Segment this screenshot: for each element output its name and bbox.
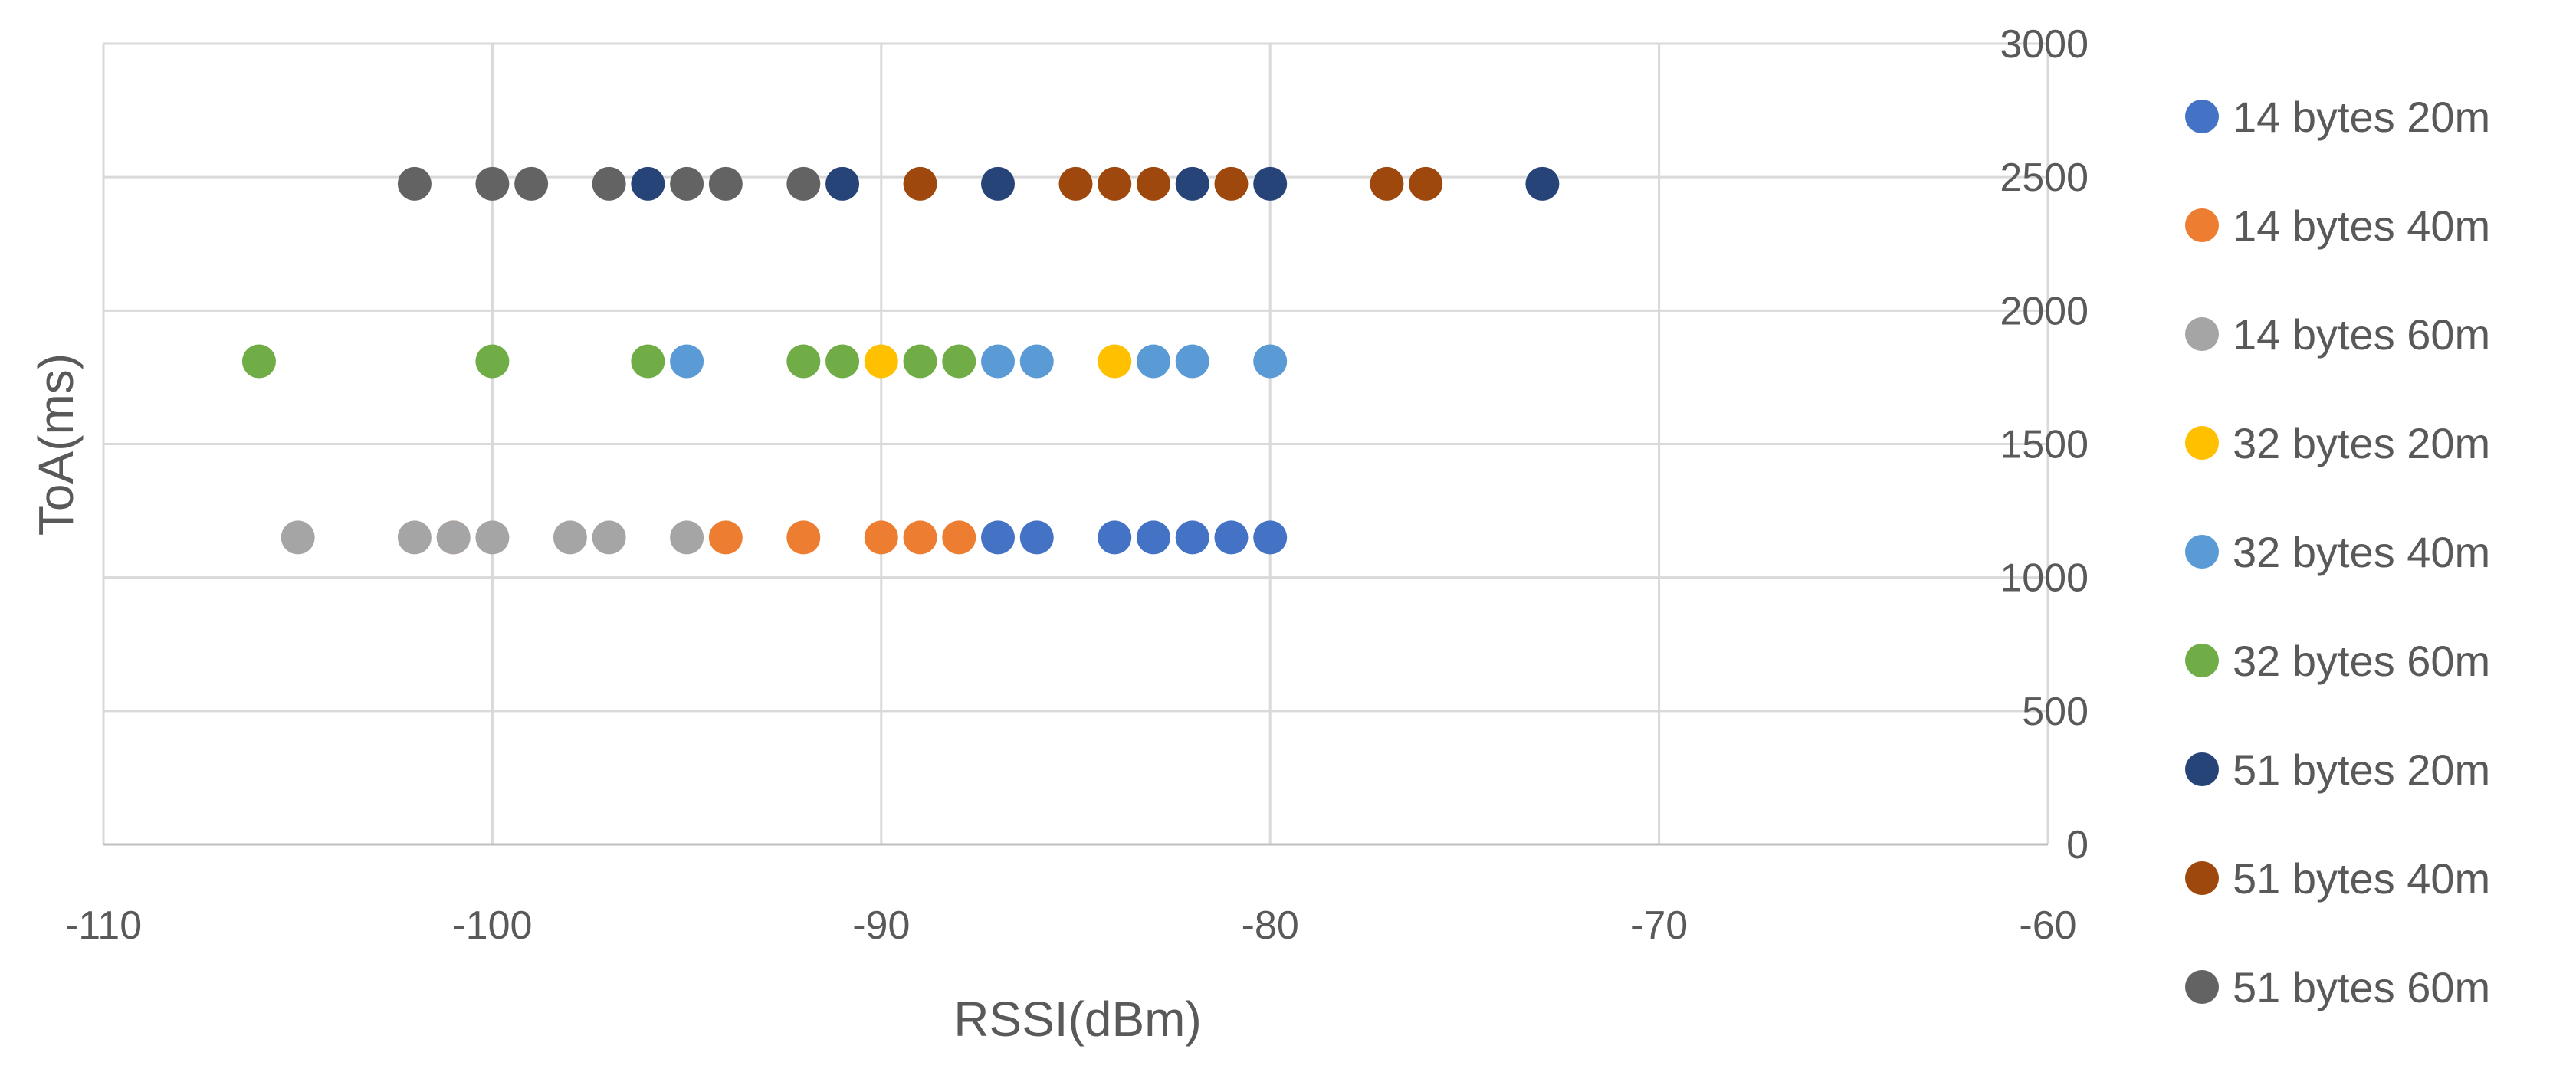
legend-marker — [2185, 752, 2219, 786]
data-point — [903, 344, 937, 379]
x-axis-title: RSSI(dBm) — [953, 992, 1202, 1047]
legend-marker — [2185, 100, 2219, 133]
data-point — [1019, 520, 1054, 555]
legend-marker — [2185, 208, 2219, 242]
data-point — [241, 344, 276, 379]
legend-marker — [2185, 861, 2219, 895]
x-tick-label: -110 — [65, 903, 142, 948]
data-point — [281, 520, 315, 555]
y-tick-label: 2000 — [2000, 289, 2089, 333]
data-point — [670, 344, 704, 379]
y-tick-label: 0 — [2066, 823, 2089, 867]
data-point — [825, 344, 860, 379]
data-point — [670, 520, 704, 555]
data-point — [475, 520, 510, 555]
legend-label: 51 bytes 40m — [2233, 854, 2490, 903]
data-point — [1370, 166, 1404, 201]
data-point — [825, 166, 860, 201]
legend-label: 32 bytes 60m — [2233, 637, 2490, 685]
data-point — [1409, 166, 1443, 201]
data-point — [592, 166, 626, 201]
legend-marker — [2185, 317, 2219, 351]
legend-label: 32 bytes 20m — [2233, 419, 2490, 467]
data-point — [1525, 166, 1560, 201]
data-point — [942, 344, 976, 379]
data-point — [631, 166, 665, 201]
y-tick-label: 500 — [2022, 690, 2089, 734]
data-point — [1214, 166, 1249, 201]
x-axis-tick-labels: -110 -100 -90 -80 -70 -60 — [65, 903, 2077, 948]
data-point — [475, 344, 510, 379]
legend-marker — [2185, 426, 2219, 460]
x-tick-label: -60 — [2019, 903, 2076, 948]
x-tick-label: -90 — [852, 903, 910, 948]
gridlines — [102, 42, 2049, 846]
legend-marker — [2185, 970, 2219, 1004]
data-point — [786, 166, 821, 201]
data-point — [981, 166, 1016, 201]
data-point — [1175, 520, 1209, 555]
legend-label: 14 bytes 20m — [2233, 93, 2490, 141]
data-point — [1175, 166, 1209, 201]
data-point — [475, 166, 510, 201]
data-point — [1214, 520, 1249, 555]
legend-marker — [2185, 535, 2219, 569]
data-point — [553, 520, 587, 555]
y-tick-label: 1000 — [2000, 556, 2089, 601]
data-point — [786, 520, 821, 555]
x-tick-label: -70 — [1630, 903, 1688, 948]
y-tick-label: 3000 — [2000, 22, 2089, 67]
data-point — [981, 344, 1016, 379]
y-tick-label: 2500 — [2000, 156, 2089, 200]
data-point — [1058, 166, 1093, 201]
data-point — [397, 520, 432, 555]
data-point — [631, 344, 665, 379]
data-point — [514, 166, 549, 201]
legend-label: 14 bytes 40m — [2233, 202, 2490, 250]
data-point — [903, 166, 937, 201]
legend-label: 51 bytes 60m — [2233, 963, 2490, 1011]
x-tick-label: -100 — [452, 903, 532, 948]
data-point — [1019, 344, 1054, 379]
data-point — [1136, 520, 1170, 555]
data-point — [708, 166, 743, 201]
data-point — [397, 166, 432, 201]
data-point — [903, 520, 937, 555]
data-point — [1098, 166, 1132, 201]
data-point — [1136, 166, 1170, 201]
data-point — [1098, 344, 1132, 379]
data-point — [1253, 520, 1288, 555]
x-tick-label: -80 — [1242, 903, 1299, 948]
data-point — [670, 166, 704, 201]
data-point — [1175, 344, 1209, 379]
data-point — [942, 520, 976, 555]
data-point — [708, 520, 743, 555]
data-points — [241, 166, 1560, 555]
legend-marker — [2185, 644, 2219, 677]
y-tick-label: 1500 — [2000, 423, 2089, 467]
y-axis-tick-labels: 0 500 1000 1500 2000 2500 3000 — [2000, 22, 2089, 867]
data-point — [436, 520, 471, 555]
data-point — [1098, 520, 1132, 555]
data-point — [592, 520, 626, 555]
data-point — [1253, 344, 1288, 379]
y-axis-title: ToA(ms) — [28, 353, 84, 536]
data-point — [864, 520, 898, 555]
legend: 14 bytes 20m 14 bytes 40m 14 bytes 60m 32 b… — [2185, 93, 2490, 1011]
legend-label: 14 bytes 60m — [2233, 310, 2490, 359]
data-point — [786, 344, 821, 379]
data-point — [1253, 166, 1288, 201]
legend-label: 51 bytes 20m — [2233, 746, 2490, 794]
legend-label: 32 bytes 40m — [2233, 528, 2490, 576]
data-point — [864, 344, 898, 379]
data-point — [1136, 344, 1170, 379]
data-point — [981, 520, 1016, 555]
